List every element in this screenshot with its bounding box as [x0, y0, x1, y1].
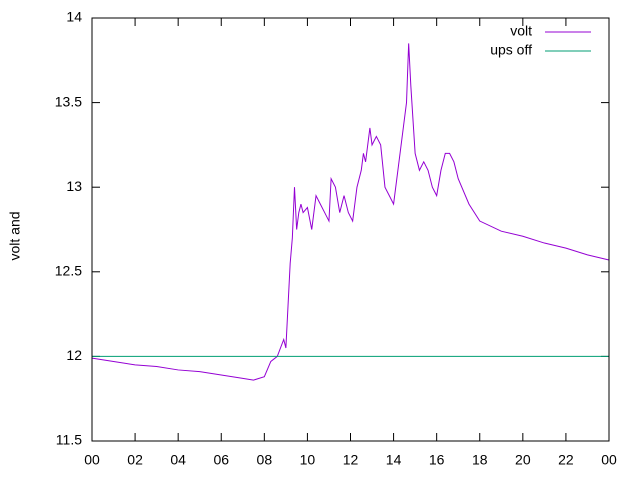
y-axis-label: volt and: [7, 211, 23, 260]
x-tick-label: 00: [601, 452, 617, 468]
data-line: [91, 43, 610, 381]
x-tick-label: 12: [343, 452, 359, 468]
x-tick-label: 02: [127, 452, 143, 468]
x-tick-label: 04: [170, 452, 186, 468]
y-tick-label: 12: [66, 347, 82, 363]
x-tick-label: 10: [300, 452, 316, 468]
plot-border: [91, 17, 610, 442]
x-tick-label: 00: [84, 452, 100, 468]
y-tick-label: 12.5: [55, 263, 82, 279]
x-tick-label: 20: [515, 452, 531, 468]
y-tick-label: 13.5: [55, 93, 82, 109]
x-tick-label: 18: [472, 452, 488, 468]
legend-label: volt: [510, 23, 532, 39]
x-tick-label: 08: [257, 452, 273, 468]
y-tick-label: 14: [66, 9, 82, 25]
y-tick-label: 13: [66, 178, 82, 194]
x-tick-label: 06: [213, 452, 229, 468]
x-tick-label: 14: [386, 452, 402, 468]
y-tick-label: 11.5: [56, 432, 82, 448]
x-tick-label: 16: [429, 452, 445, 468]
x-tick-label: 22: [558, 452, 574, 468]
legend-label: ups off: [490, 42, 532, 58]
